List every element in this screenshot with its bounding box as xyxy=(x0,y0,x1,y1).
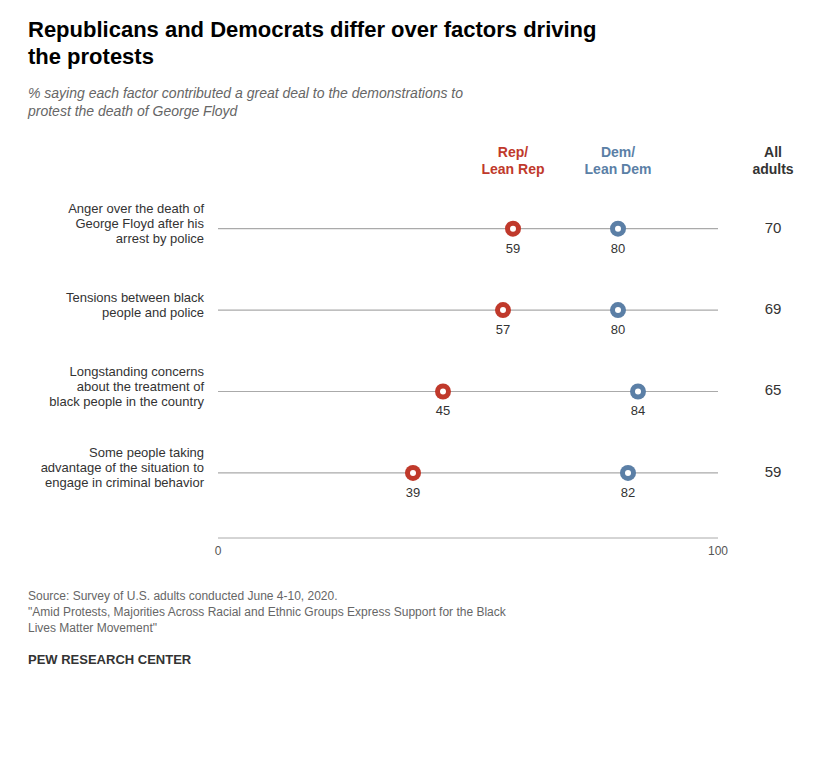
html-text:PEW RESEARCH CENTER: PEW RESEARCH CENTER xyxy=(28,652,192,667)
svg-text:100: 100 xyxy=(708,544,728,558)
svg-text:45: 45 xyxy=(436,403,450,418)
svg-text:59: 59 xyxy=(506,241,520,256)
svg-text:Anger over the death ofGeorge: Anger over the death ofGeorge Floyd afte… xyxy=(68,201,204,246)
svg-text:84: 84 xyxy=(631,403,645,418)
svg-text:59: 59 xyxy=(765,463,782,480)
svg-text:80: 80 xyxy=(611,241,625,256)
svg-text:Longstanding concernsabout the: Longstanding concernsabout the treatment… xyxy=(49,364,204,409)
svg-text:82: 82 xyxy=(621,485,635,500)
html-text:Source: Survey of U.S. adults: Source: Survey of U.S. adults conducted … xyxy=(28,589,506,635)
svg-text:70: 70 xyxy=(765,219,782,236)
svg-text:80: 80 xyxy=(611,322,625,337)
svg-text:69: 69 xyxy=(765,300,782,317)
svg-text:Some people takingadvantage of: Some people takingadvantage of the situa… xyxy=(41,445,205,490)
svg-text:65: 65 xyxy=(765,381,782,398)
svg-text:0: 0 xyxy=(215,544,222,558)
svg-text:Tensions between blackpeople a: Tensions between blackpeople and police xyxy=(66,290,205,320)
html-text:Dem/ Lean Dem: Dem/ Lean Dem xyxy=(584,144,652,177)
html-text:Republicans and Democrats diff: Republicans and Democrats differ over fa… xyxy=(28,17,597,69)
html-text:Rep/ Lean Rep: Rep/ Lean Rep xyxy=(481,144,545,177)
svg-text:39: 39 xyxy=(406,485,420,500)
html-text:% saying each factor contribut: % saying each factor contributed a great… xyxy=(28,85,463,119)
html-text:All adults: All adults xyxy=(752,144,794,177)
svg-text:57: 57 xyxy=(496,322,510,337)
